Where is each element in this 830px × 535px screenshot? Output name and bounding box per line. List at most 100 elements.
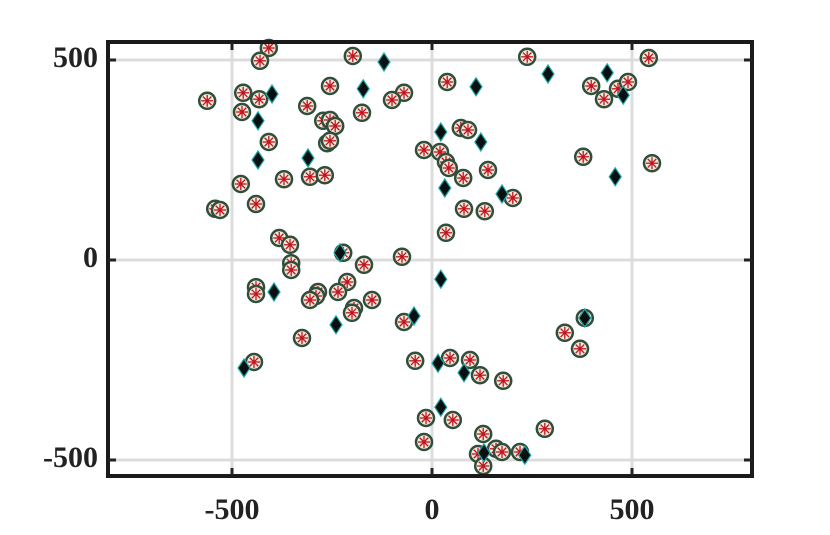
scatter-point: [246, 284, 266, 304]
point-star: [202, 96, 212, 106]
scatter-point: [578, 307, 592, 329]
scatter-point: [297, 96, 317, 116]
scatter-point: [292, 328, 312, 348]
scatter-point: [616, 85, 630, 106]
point-star: [483, 165, 493, 175]
point-star: [359, 260, 369, 270]
scatter-point: [281, 260, 301, 280]
point-star: [419, 437, 429, 447]
scatter-point: [265, 83, 279, 105]
scatter-point: [594, 89, 614, 109]
point-star: [623, 77, 633, 87]
point-star: [410, 356, 420, 366]
scatter-point: [362, 290, 382, 310]
x-tick-label: 500: [610, 493, 655, 526]
point-star: [333, 287, 343, 297]
point-star: [435, 147, 445, 157]
scatter-point: [320, 131, 340, 151]
scatter-point: [320, 76, 340, 96]
point-star: [480, 206, 490, 216]
scatter-point: [329, 314, 343, 335]
point-star: [442, 77, 452, 87]
scatter-point: [328, 282, 348, 302]
scatter-point: [354, 255, 374, 275]
scatter-point: [333, 242, 347, 263]
scatter-point: [473, 424, 493, 444]
point-star: [237, 107, 247, 117]
scatter-point: [251, 110, 265, 131]
point-star: [441, 228, 451, 238]
point-star: [264, 137, 274, 147]
scatter-point: [233, 83, 253, 103]
tick-labels: -500 0 500 -500 0 500: [43, 41, 752, 526]
point-star: [397, 252, 407, 262]
point-star: [367, 295, 377, 305]
scatter-point: [608, 166, 622, 187]
point-star: [254, 94, 264, 104]
point-star: [540, 424, 550, 434]
point-star: [498, 376, 508, 386]
scatter-point: [356, 78, 370, 99]
point-star: [325, 81, 335, 91]
scatter-point: [407, 305, 421, 327]
scatter-point: [600, 62, 614, 83]
point-star: [251, 199, 261, 209]
scatter-point: [237, 357, 251, 379]
scatter-point: [438, 177, 452, 199]
point-star: [264, 43, 274, 53]
point-star: [463, 125, 473, 135]
scatter-point: [342, 303, 362, 323]
point-star: [578, 152, 588, 162]
scatter-point: [457, 362, 471, 383]
scatter-point: [300, 167, 320, 187]
scatter-point: [197, 91, 217, 111]
point-star: [285, 240, 295, 250]
scatter-point: [259, 132, 279, 152]
point-star: [497, 447, 507, 457]
scatter-point: [249, 89, 269, 109]
point-star: [302, 101, 312, 111]
point-star: [236, 179, 246, 189]
scatter-point: [434, 269, 448, 290]
scatter-point: [405, 351, 425, 371]
point-star: [305, 172, 315, 182]
scatter-point: [414, 432, 434, 452]
point-star: [458, 173, 468, 183]
point-star: [478, 429, 488, 439]
point-star: [522, 52, 532, 62]
point-star: [399, 88, 409, 98]
scatter-point: [301, 147, 315, 169]
scatter-point: [493, 371, 513, 391]
scatter-point: [460, 350, 480, 370]
point-star: [238, 88, 248, 98]
scatter-point: [377, 51, 391, 73]
scatter-point: [232, 102, 252, 122]
scatter-point: [581, 76, 601, 96]
scatter-point: [555, 323, 575, 343]
scatter-point: [231, 174, 251, 194]
scatter-point: [517, 47, 537, 67]
point-star: [255, 56, 265, 66]
point-star: [347, 308, 357, 318]
point-star: [419, 145, 429, 155]
x-tick-label: -500: [205, 493, 260, 526]
scatter-point: [439, 158, 459, 178]
scatter-point: [352, 103, 372, 123]
point-star: [586, 81, 596, 91]
scatter-point: [250, 51, 270, 71]
scatter-point: [437, 72, 457, 92]
scatter-point: [274, 169, 294, 189]
scatter-point: [458, 120, 478, 140]
scatter-point: [469, 76, 483, 97]
scatter-point: [570, 339, 590, 359]
scatter-point: [518, 445, 532, 466]
scatter-point: [642, 153, 662, 173]
scatter-point: [392, 247, 412, 267]
scatter-point: [300, 290, 320, 310]
scatter-point: [416, 408, 436, 428]
scatter-point: [343, 46, 363, 66]
scatter-point: [470, 365, 490, 385]
point-star: [279, 174, 289, 184]
point-star: [399, 317, 409, 327]
scatter-point: [246, 194, 266, 214]
